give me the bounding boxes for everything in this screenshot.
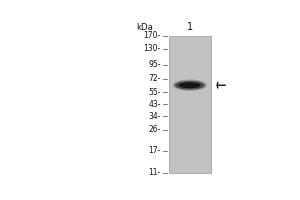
Text: 95-: 95- xyxy=(148,60,161,69)
Ellipse shape xyxy=(172,79,207,91)
Text: 17-: 17- xyxy=(148,146,161,155)
Text: 170-: 170- xyxy=(143,31,161,40)
Text: 130-: 130- xyxy=(143,44,161,53)
Ellipse shape xyxy=(178,82,201,88)
FancyBboxPatch shape xyxy=(169,36,211,173)
Text: 72-: 72- xyxy=(148,74,161,83)
Text: 11-: 11- xyxy=(148,168,161,177)
Text: 55-: 55- xyxy=(148,88,161,97)
Text: kDa: kDa xyxy=(136,23,153,32)
Text: 43-: 43- xyxy=(148,100,161,109)
Text: 34-: 34- xyxy=(148,112,161,121)
Ellipse shape xyxy=(175,81,205,90)
Text: 26-: 26- xyxy=(148,125,161,134)
Text: 1: 1 xyxy=(187,22,193,32)
